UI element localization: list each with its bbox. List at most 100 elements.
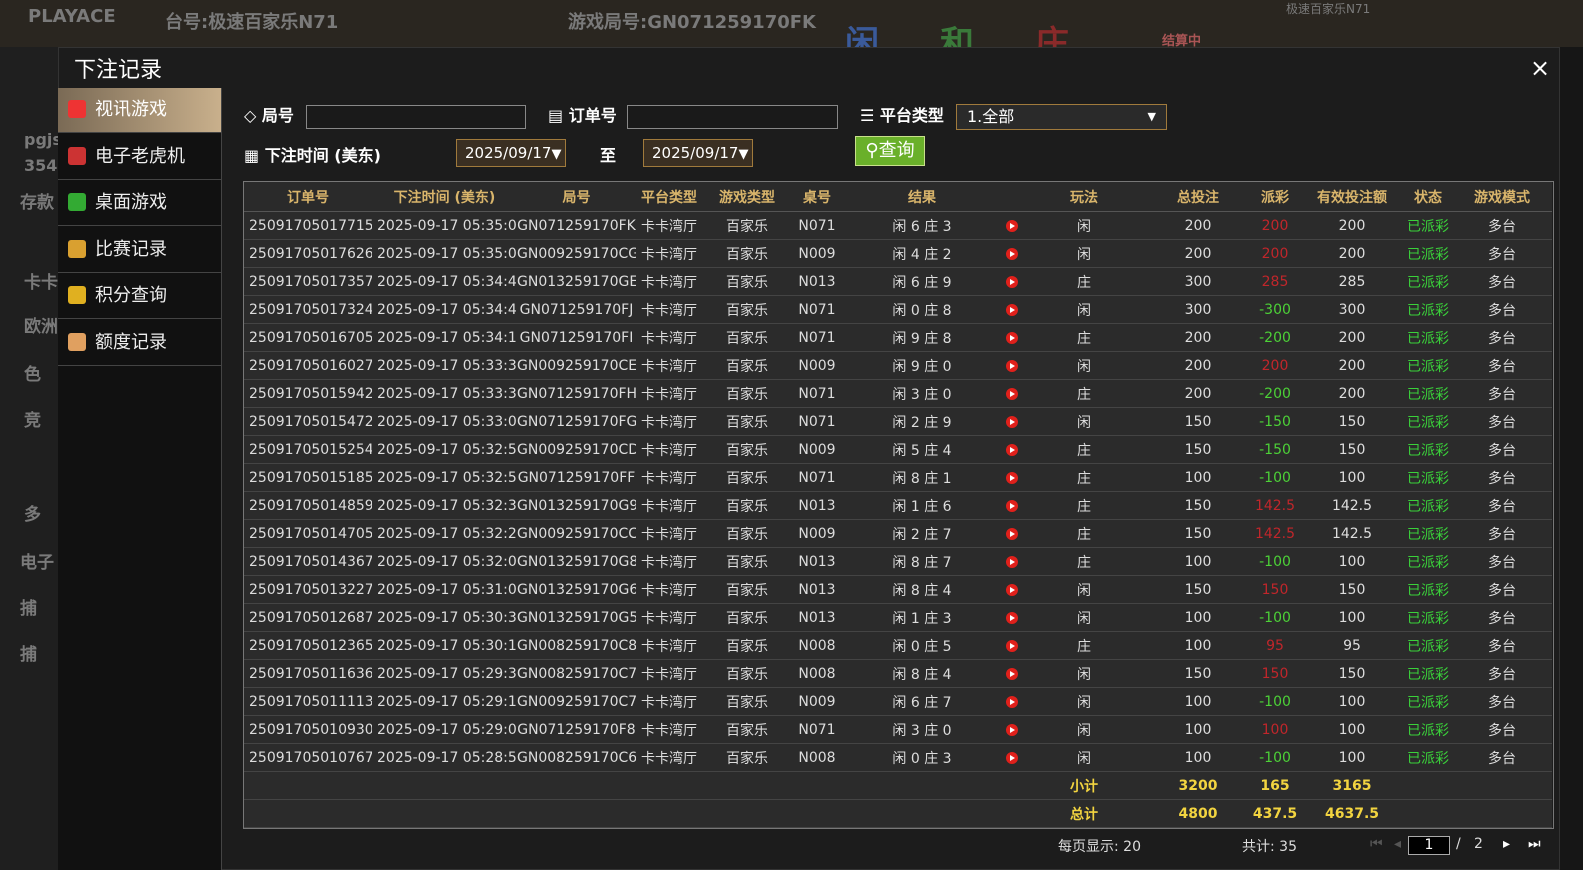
column-header: 桌号: [792, 182, 842, 212]
first-page[interactable]: ⏮: [1370, 836, 1383, 852]
sidebar-item[interactable]: 比赛记录: [58, 228, 221, 273]
order-input[interactable]: [627, 105, 838, 129]
cell: 200: [1146, 379, 1250, 408]
background-side-item: 捕: [20, 645, 37, 665]
platform-select[interactable]: 1.全部 ▼: [956, 104, 1167, 130]
cell: 100: [1146, 743, 1250, 772]
query-button[interactable]: ⚲查询: [855, 136, 925, 166]
cell: 已派彩: [1404, 743, 1452, 772]
cell: 卡卡湾厅: [636, 575, 702, 604]
cell: 250917050159425: [244, 379, 372, 408]
cell: 闲 8 庄 1: [842, 463, 1002, 492]
detail-cell: [1002, 295, 1022, 324]
cell: -150: [1250, 407, 1300, 436]
prev-page[interactable]: ◂: [1394, 836, 1402, 852]
background-side-item: 色: [24, 365, 41, 385]
detail-play-icon[interactable]: [1006, 359, 1018, 372]
cell: N008: [792, 631, 842, 660]
cell: 200: [1300, 351, 1404, 380]
to-label: 至: [600, 146, 617, 165]
cell: 2025-09-17 05:30:18: [372, 631, 517, 660]
date-to[interactable]: 2025/09/17: [643, 139, 753, 167]
cell: 多台: [1452, 295, 1552, 324]
detail-play-icon[interactable]: [1006, 275, 1018, 288]
detail-play-icon[interactable]: [1006, 499, 1018, 512]
cell: 已派彩: [1404, 575, 1452, 604]
detail-cell: [1002, 743, 1022, 772]
cell: 2025-09-17 05:29:01: [372, 715, 517, 744]
cell: 百家乐: [702, 715, 792, 744]
cell: 卡卡湾厅: [636, 379, 702, 408]
cell: 庄: [1022, 519, 1146, 548]
detail-play-icon[interactable]: [1006, 331, 1018, 344]
detail-play-icon[interactable]: [1006, 443, 1018, 456]
detail-play-icon[interactable]: [1006, 639, 1018, 652]
detail-cell: [1002, 547, 1022, 576]
cell: 250917050147051: [244, 519, 372, 548]
cell: 200: [1146, 239, 1250, 268]
sidebar-item[interactable]: 视讯游戏: [58, 88, 221, 133]
column-header: 游戏类型: [702, 182, 792, 212]
cell: 闲 6 庄 9: [842, 267, 1002, 296]
page-size: 每页显示: 20: [1058, 839, 1141, 855]
detail-play-icon[interactable]: [1006, 611, 1018, 624]
sidebar-item[interactable]: 电子老虎机: [58, 135, 221, 180]
cell: GN071259170FG: [517, 407, 636, 436]
next-page[interactable]: ▸: [1503, 836, 1511, 852]
cell: 闲 9 庄 0: [842, 351, 1002, 380]
detail-cell: [1002, 519, 1022, 548]
detail-play-icon[interactable]: [1006, 751, 1018, 764]
detail-play-icon[interactable]: [1006, 527, 1018, 540]
date-from[interactable]: 2025/09/17: [456, 139, 566, 167]
detail-play-icon[interactable]: [1006, 667, 1018, 680]
cell: N071: [792, 295, 842, 324]
detail-cell: [1002, 687, 1022, 716]
cell: 150: [1300, 435, 1404, 464]
detail-play-icon[interactable]: [1006, 303, 1018, 316]
background-side-item: 存款: [20, 193, 54, 213]
table-body: 250917050177151 2025-09-17 05:35:07 GN0712…: [244, 211, 1552, 828]
cell: 庄: [1022, 463, 1146, 492]
order-label-text: 订单号: [568, 106, 617, 125]
detail-play-icon[interactable]: [1006, 219, 1018, 232]
cell: 250917050126875: [244, 603, 372, 632]
cell: 250917050176263: [244, 239, 372, 268]
brand: PLAYACE: [28, 6, 116, 27]
cell: 百家乐: [702, 519, 792, 548]
detail-play-icon[interactable]: [1006, 695, 1018, 708]
column-header: 派彩: [1250, 182, 1300, 212]
sidebar-item[interactable]: 额度记录: [58, 321, 221, 366]
detail-play-icon[interactable]: [1006, 415, 1018, 428]
cell: 已派彩: [1404, 239, 1452, 268]
sidebar-item[interactable]: 桌面游戏: [58, 181, 221, 226]
detail-play-icon[interactable]: [1006, 723, 1018, 736]
cell: 闲 0 庄 3: [842, 743, 1002, 772]
cell: N008: [792, 659, 842, 688]
bet-row: 250917050176263 2025-09-17 05:35:03 GN0092…: [244, 239, 1552, 268]
detail-play-icon[interactable]: [1006, 555, 1018, 568]
page-count: 2: [1474, 836, 1483, 852]
cell: GN071259170F8: [517, 715, 636, 744]
cell: 多台: [1452, 211, 1552, 240]
cell: 2025-09-17 05:35:07: [372, 211, 517, 240]
detail-play-icon[interactable]: [1006, 583, 1018, 596]
close-button[interactable]: ×: [1530, 54, 1551, 82]
detail-cell: [1002, 603, 1022, 632]
cell: 庄: [1022, 547, 1146, 576]
bet-row: 250917050126875 2025-09-17 05:30:33 GN0132…: [244, 603, 1552, 632]
sidebar-item[interactable]: 积分查询: [58, 274, 221, 319]
round-input[interactable]: [306, 105, 526, 129]
detail-play-icon[interactable]: [1006, 387, 1018, 400]
cell: 多台: [1452, 743, 1552, 772]
cell: 已派彩: [1404, 407, 1452, 436]
cell: 已派彩: [1404, 435, 1452, 464]
last-page[interactable]: ⏭: [1528, 836, 1541, 852]
detail-play-icon[interactable]: [1006, 247, 1018, 260]
bet-row: 250917050107676 2025-09-17 05:28:51 GN0082…: [244, 743, 1552, 772]
background-side-item: 欧洲: [24, 317, 58, 337]
bet-row: 250917050123653 2025-09-17 05:30:18 GN0082…: [244, 631, 1552, 660]
cell: 卡卡湾厅: [636, 267, 702, 296]
detail-play-icon[interactable]: [1006, 471, 1018, 484]
page-input[interactable]: 1: [1408, 836, 1450, 855]
bet-row: 250917050167054 2025-09-17 05:34:13 GN0712…: [244, 323, 1552, 352]
